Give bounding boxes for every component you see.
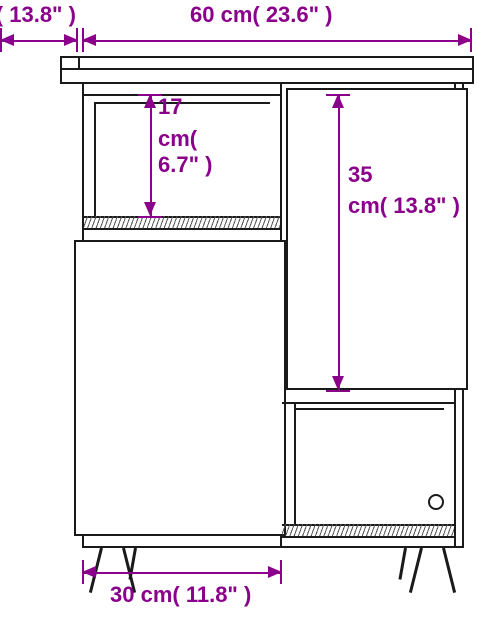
dim-shelf-label-1: 17 — [158, 94, 182, 120]
dim-width-line — [82, 40, 472, 42]
dim-depth-label: cm( 13.8" ) — [0, 2, 76, 28]
dim-door-w-label: 30 cm( 11.8" ) — [110, 582, 251, 608]
dim-door-w-line — [82, 572, 282, 574]
left-door — [74, 240, 286, 536]
dim-shelf-label-2: cm( 6.7" ) — [158, 126, 238, 179]
dim-doorh-label: 35cm( 13.8" ) — [348, 160, 468, 222]
dim-door-h-line — [338, 94, 340, 390]
diagram-canvas: cm( 13.8" ) 60 cm( 23.6" ) 17 cm( 6.7" )… — [0, 0, 500, 641]
cable-hole — [428, 494, 444, 510]
dim-shelf-line — [150, 94, 152, 216]
dim-width-label: 60 cm( 23.6" ) — [190, 2, 333, 28]
right-door — [286, 88, 468, 390]
